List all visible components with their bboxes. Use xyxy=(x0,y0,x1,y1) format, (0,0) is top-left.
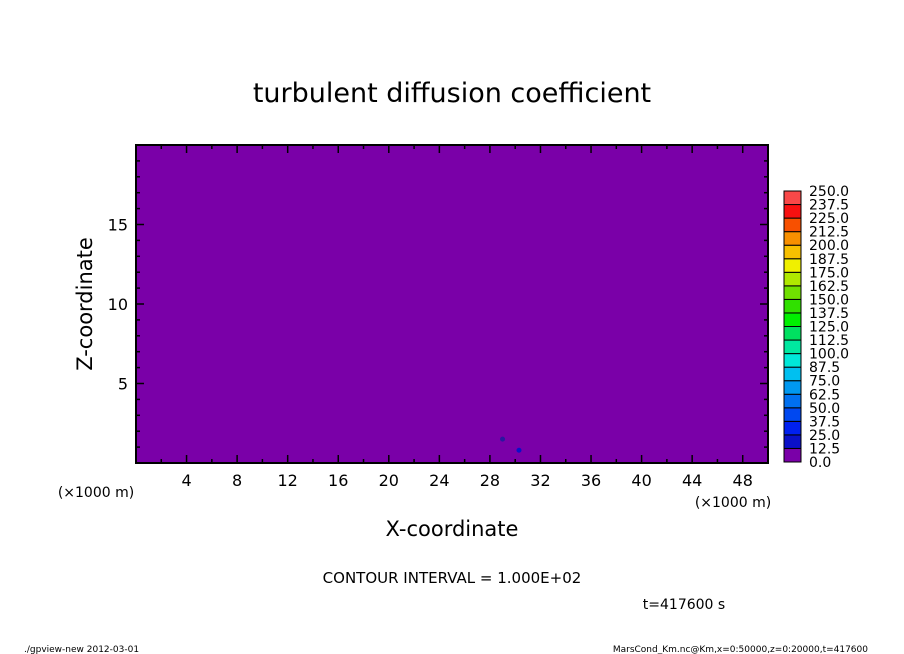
x-tick-label: 12 xyxy=(278,471,298,490)
colorbar-box xyxy=(783,204,802,219)
colorbar-label: 37.5 xyxy=(809,414,840,430)
x-tick-label: 48 xyxy=(733,471,753,490)
x-tick-label: 32 xyxy=(530,471,550,490)
colorbar-box xyxy=(783,447,802,463)
colorbar-box xyxy=(783,339,802,355)
colorbar-box xyxy=(783,190,802,206)
contour-interval: CONTOUR INTERVAL = 1.000E+02 xyxy=(323,569,582,587)
colorbar-label: 12.5 xyxy=(809,441,840,457)
y-unit-label: (×1000 m) xyxy=(58,485,134,501)
colorbar-label: 25.0 xyxy=(809,428,840,444)
field-feature xyxy=(500,436,506,442)
colorbar-box xyxy=(783,285,802,300)
x-unit-label: (×1000 m) xyxy=(695,495,771,511)
x-tick-label: 44 xyxy=(682,471,702,490)
x-tick-label: 28 xyxy=(480,471,500,490)
colorbar-label: 150.0 xyxy=(809,292,849,308)
colorbar-box xyxy=(783,231,802,246)
colorbar-box xyxy=(783,244,802,260)
colorbar-box xyxy=(783,366,802,382)
colorbar-box xyxy=(783,353,802,368)
y-tick-label: 5 xyxy=(118,375,128,394)
colorbar-label: 212.5 xyxy=(809,225,849,241)
x-tick-label: 40 xyxy=(631,471,651,490)
y-tick-label: 10 xyxy=(108,295,128,314)
y-axis-label: Z-coordinate xyxy=(73,237,97,371)
colorbar-label: 175.0 xyxy=(809,265,849,281)
colorbar-label: 62.5 xyxy=(809,387,840,403)
x-tick-label: 20 xyxy=(379,471,399,490)
x-tick-label: 8 xyxy=(232,471,242,490)
colorbar-label: 250.0 xyxy=(809,184,849,200)
colorbar-label: 225.0 xyxy=(809,211,849,227)
colorbar-label: 50.0 xyxy=(809,401,840,417)
colorbar-label: 162.5 xyxy=(809,279,849,295)
x-tick-label: 24 xyxy=(429,471,449,490)
colorbar-box xyxy=(783,434,802,449)
colorbar-box xyxy=(783,312,802,328)
footer-right: MarsCond_Km.nc@Km,x=0:50000,z=0:20000,t=… xyxy=(613,645,868,654)
x-tick-label: 4 xyxy=(181,471,191,490)
colorbar-label: 0.0 xyxy=(809,455,831,471)
colorbar-box xyxy=(783,380,802,395)
x-tick-label: 36 xyxy=(581,471,601,490)
colorbar-box xyxy=(783,298,802,314)
colorbar-label: 237.5 xyxy=(809,198,849,214)
y-tick-label: 15 xyxy=(108,216,128,235)
colorbar-label: 125.0 xyxy=(809,320,849,336)
colorbar-label: 75.0 xyxy=(809,374,840,390)
time-label: t=417600 s xyxy=(643,597,725,613)
colorbar-label: 200.0 xyxy=(809,238,849,254)
colorbar-box xyxy=(783,326,802,341)
colorbar-label: 187.5 xyxy=(809,252,849,268)
x-tick-label: 16 xyxy=(328,471,348,490)
colorbar-box xyxy=(783,258,802,273)
field-background xyxy=(136,145,768,463)
x-axis-label: X-coordinate xyxy=(386,517,519,541)
colorbar-box xyxy=(783,407,802,422)
footer-left: ./gpview-new 2012-03-01 xyxy=(24,645,139,654)
colorbar-box xyxy=(783,217,802,233)
colorbar-label: 87.5 xyxy=(809,360,840,376)
colorbar-label: 100.0 xyxy=(809,347,849,363)
colorbar-box xyxy=(783,393,802,409)
colorbar-box xyxy=(783,420,802,436)
colorbar-label: 137.5 xyxy=(809,306,849,322)
colorbar-box xyxy=(783,271,802,287)
field-feature xyxy=(516,447,522,453)
chart-title: turbulent diffusion coefficient xyxy=(253,78,651,109)
colorbar-label: 112.5 xyxy=(809,333,849,349)
